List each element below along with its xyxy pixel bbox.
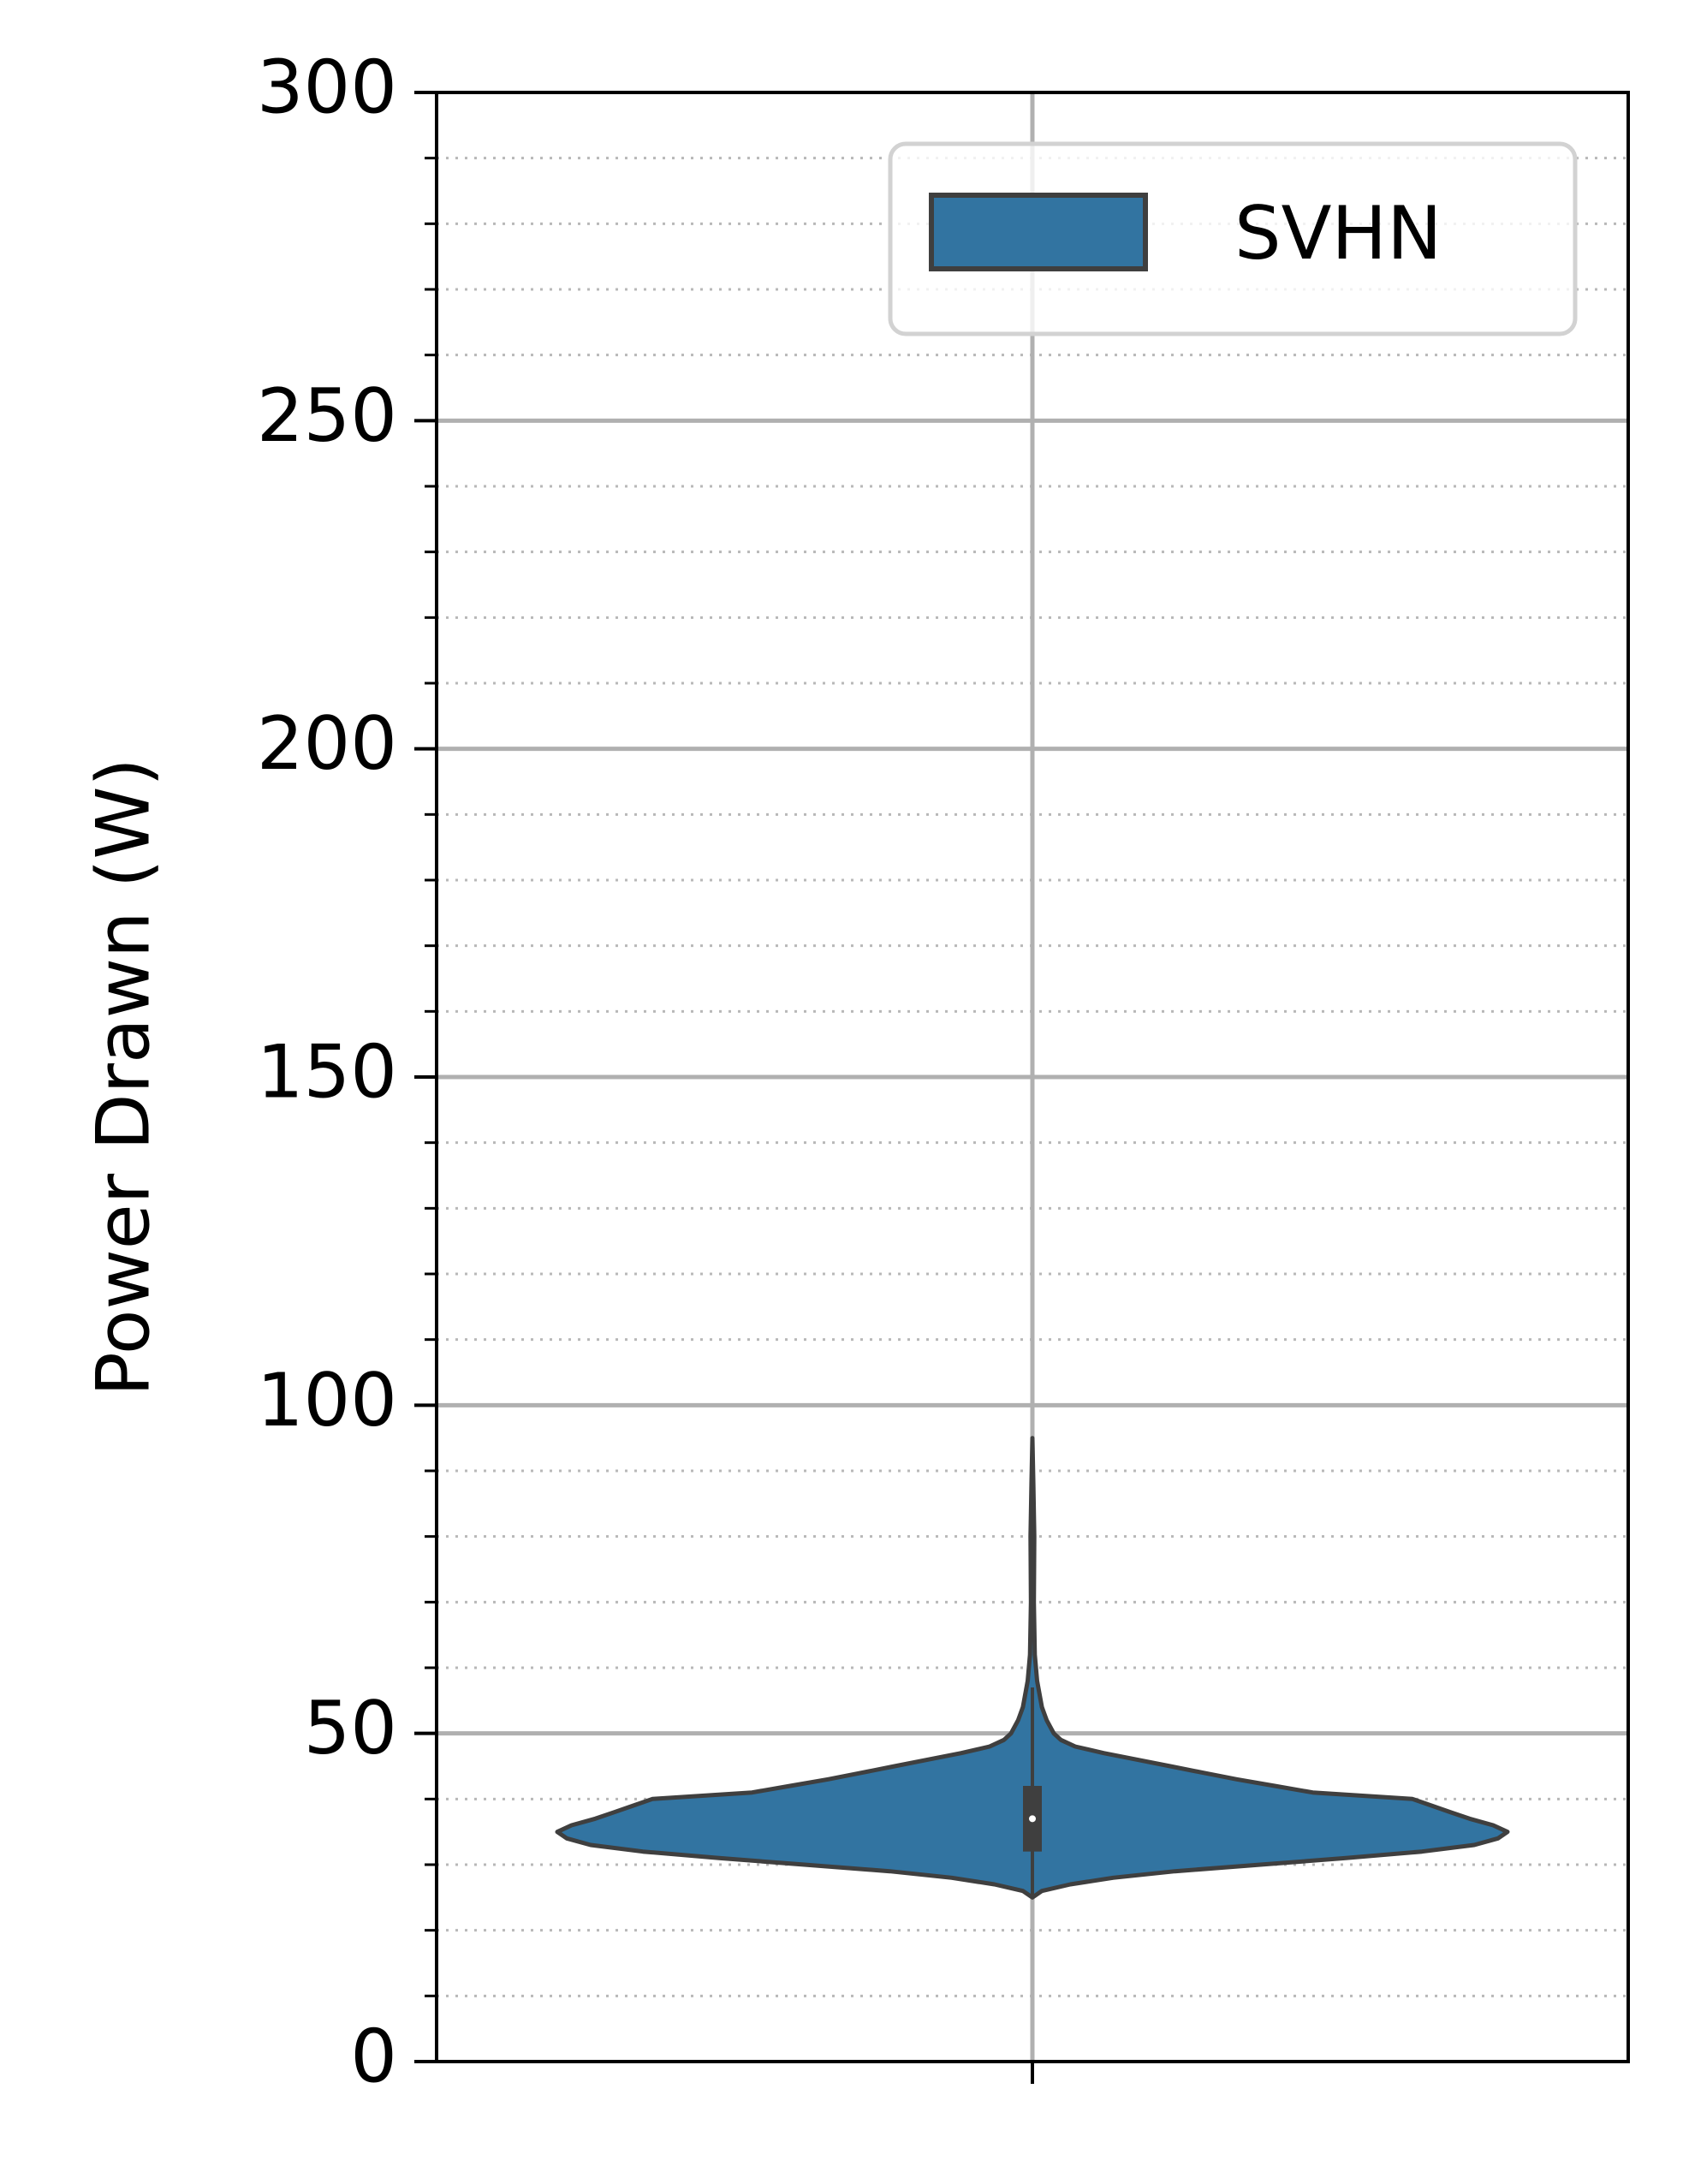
y-tick-label: 200: [257, 701, 397, 787]
y-axis-ticks: 0 50 100 150 200 250 300: [257, 45, 437, 2099]
y-tick-label: 0: [350, 2014, 397, 2099]
legend-label-svhn: SVHN: [1234, 191, 1442, 277]
legend: SVHN: [888, 141, 1578, 336]
y-tick-label: 100: [257, 1358, 397, 1443]
y-tick-label: 50: [304, 1686, 397, 1771]
y-axis-label: Power Drawn (W): [80, 758, 166, 1396]
legend-frame: [888, 141, 1578, 336]
violin-body-svhn: [555, 1436, 1510, 1900]
y-tick-label: 150: [257, 1029, 397, 1115]
violin-series-svhn: [555, 1436, 1510, 1900]
legend-swatch-svhn: [929, 193, 1148, 271]
y-tick-label: 250: [257, 373, 397, 459]
y-tick-label: 300: [257, 45, 397, 130]
violin-median-dot: [1029, 1815, 1036, 1823]
